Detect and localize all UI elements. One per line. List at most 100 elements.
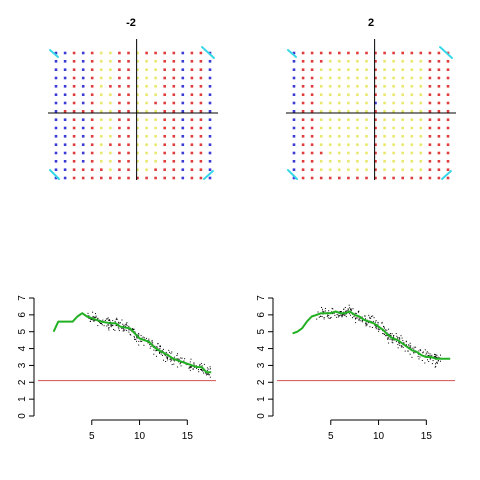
- grid-point: [392, 93, 395, 96]
- grid-point: [356, 160, 359, 163]
- scatter-point: [206, 367, 208, 369]
- grid-point: [347, 176, 350, 180]
- scatter-point: [368, 314, 370, 316]
- scatter-point: [93, 320, 95, 322]
- grid-point: [154, 60, 157, 63]
- grid-point: [310, 135, 314, 138]
- scatter-point: [134, 339, 136, 340]
- grid-point: [172, 101, 176, 105]
- scatter-point: [115, 324, 117, 326]
- grid-point: [127, 160, 130, 163]
- grid-point: [154, 151, 157, 155]
- scatter-point: [413, 346, 415, 348]
- grid-point: [292, 168, 296, 171]
- scatter-point: [358, 319, 360, 321]
- scatter-point: [108, 329, 110, 331]
- grid-point: [437, 176, 441, 180]
- grid-point: [136, 68, 139, 71]
- scatter-point: [427, 352, 429, 354]
- grid-point: [310, 110, 314, 113]
- grid-point: [437, 168, 441, 171]
- grid-point: [100, 110, 103, 113]
- scatter-point: [366, 322, 368, 324]
- scatter-point: [331, 307, 333, 309]
- grid-point: [410, 93, 414, 96]
- scatter-point: [392, 342, 394, 344]
- scatter-point: [158, 345, 160, 347]
- grid-point: [199, 110, 203, 113]
- grid-point: [163, 160, 166, 163]
- scatter-point: [95, 316, 97, 318]
- grid-point: [328, 110, 332, 113]
- grid-point: [109, 135, 112, 138]
- grid-point: [410, 85, 414, 88]
- grid-point: [410, 68, 414, 71]
- grid-point: [90, 85, 94, 88]
- grid-point: [310, 60, 314, 63]
- grid-point: [190, 93, 194, 96]
- scatter-point: [121, 327, 123, 329]
- grid-point: [54, 176, 58, 180]
- scatter-point: [440, 360, 441, 362]
- grid-point: [292, 93, 296, 96]
- scatter-point: [393, 336, 395, 338]
- grid-point: [63, 118, 67, 121]
- scatter-point: [112, 320, 114, 322]
- grid-point: [100, 143, 103, 146]
- grid-point: [199, 160, 203, 163]
- scatter-point: [183, 360, 185, 362]
- grid-point: [63, 68, 67, 71]
- grid-point: [72, 101, 76, 105]
- grid-point: [54, 168, 58, 171]
- grid-point: [154, 176, 157, 180]
- grid-point: [136, 51, 139, 55]
- scatter-point: [176, 355, 178, 356]
- scatter-point: [178, 361, 180, 363]
- scatter-point: [352, 308, 354, 310]
- grid-point: [208, 135, 212, 138]
- grid-point: [356, 76, 359, 80]
- grid-point: [154, 110, 157, 113]
- scatter-point: [339, 311, 341, 312]
- grid-point: [81, 68, 85, 71]
- grid-point: [81, 151, 85, 155]
- grid-point: [136, 93, 139, 96]
- x-tick-label: 15: [421, 431, 433, 442]
- grid-point: [136, 76, 139, 80]
- grid-point: [301, 126, 305, 130]
- grid-point: [100, 68, 103, 71]
- scatter-point: [118, 321, 119, 323]
- scatter-point: [427, 355, 429, 357]
- grid-point: [319, 135, 323, 138]
- grid-point: [446, 101, 450, 105]
- scatter-point: [355, 317, 357, 319]
- grid-point: [292, 60, 296, 63]
- scatter-point: [372, 320, 374, 322]
- scatter-point: [206, 374, 207, 376]
- grid-point: [109, 101, 112, 105]
- scatter-point: [154, 345, 156, 347]
- grid-point: [328, 176, 332, 180]
- grid-point: [145, 118, 148, 121]
- scatter-point: [118, 328, 120, 330]
- grid-point: [72, 143, 76, 146]
- grid-point: [446, 160, 450, 163]
- grid-point: [145, 101, 148, 105]
- scatter-point: [346, 310, 348, 312]
- scatter-point: [413, 352, 414, 354]
- y-tick-label: 6: [17, 312, 28, 318]
- grid-point: [347, 160, 350, 163]
- scatter-point: [132, 328, 133, 330]
- scatter-point: [390, 334, 392, 336]
- grid-point: [347, 168, 350, 171]
- grid-point: [301, 76, 305, 80]
- scatter-point: [369, 326, 371, 328]
- grid-point: [208, 93, 212, 96]
- scatter-point: [320, 315, 322, 317]
- scatter-point: [438, 360, 439, 362]
- scatter-point: [411, 347, 413, 349]
- scatter-point: [415, 346, 417, 348]
- grid-point: [310, 168, 314, 171]
- grid-point: [172, 118, 176, 121]
